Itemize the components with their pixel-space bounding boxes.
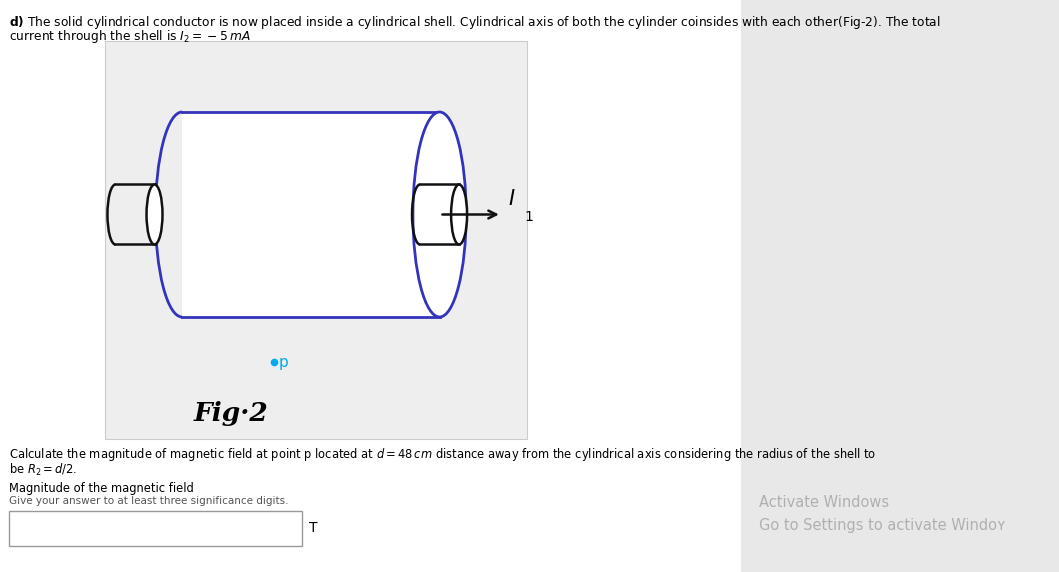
Text: T: T — [309, 522, 318, 535]
Text: $\bf{d)}$ The solid cylindrical conductor is now placed inside a cylindrical she: $\bf{d)}$ The solid cylindrical conducto… — [8, 14, 940, 31]
FancyBboxPatch shape — [8, 511, 302, 546]
Text: Calculate the magnitude of magnetic field at point p located at $d = 48\,cm$ dis: Calculate the magnitude of magnetic fiel… — [8, 446, 876, 463]
Ellipse shape — [146, 185, 162, 244]
Ellipse shape — [451, 185, 467, 244]
Text: p: p — [279, 355, 289, 370]
Text: Give your answer to at least three significance digits.: Give your answer to at least three signi… — [8, 496, 288, 506]
Text: $\mathit{1}$: $\mathit{1}$ — [524, 210, 534, 224]
Bar — [105, 41, 526, 439]
Bar — [182, 112, 439, 317]
Text: Magnitude of the magnetic field: Magnitude of the magnetic field — [8, 482, 194, 495]
Text: Fig·2: Fig·2 — [194, 402, 268, 427]
Ellipse shape — [413, 112, 466, 317]
Bar — [0, 0, 741, 572]
Text: current through the shell is $I_2 = -5\,mA$: current through the shell is $I_2 = -5\,… — [8, 28, 251, 45]
Text: $\mathit{I}$: $\mathit{I}$ — [508, 189, 516, 209]
Text: Activate Windows
Go to Settings to activate Windoʏ: Activate Windows Go to Settings to activ… — [759, 495, 1006, 533]
Text: be $R_2 = d/2$.: be $R_2 = d/2$. — [8, 462, 77, 478]
